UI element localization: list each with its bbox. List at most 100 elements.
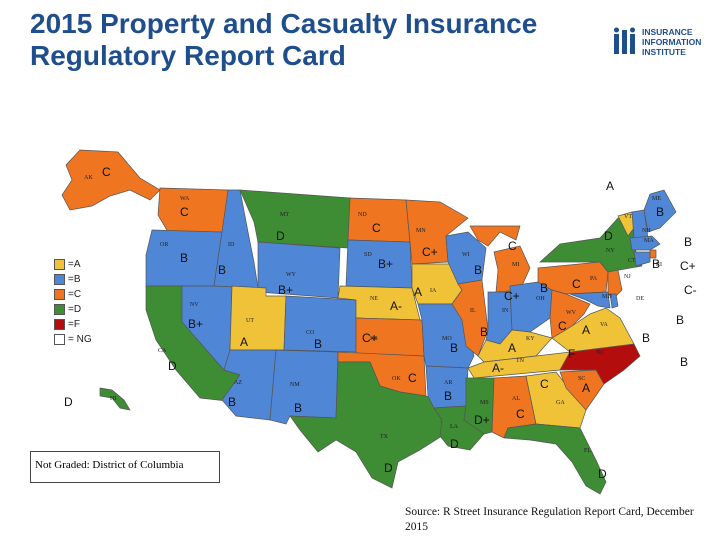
grade-ID: B	[218, 263, 226, 277]
legend-item-f: =F	[54, 317, 92, 332]
grade-KY: A-	[492, 361, 504, 375]
grade-UT: A	[240, 335, 248, 349]
svg-text:ID: ID	[228, 242, 235, 248]
logo-line-2: INFORMATION	[642, 37, 702, 47]
grade-SC: C	[540, 377, 549, 391]
svg-text:SD: SD	[364, 252, 372, 258]
legend-label-f: =F	[68, 319, 80, 330]
grade-GA: A	[582, 381, 590, 395]
svg-text:NE: NE	[370, 296, 378, 302]
legend: =A =B =C =D =F = NG	[54, 257, 92, 347]
legend-item-a: =A	[54, 257, 92, 272]
state-ND	[347, 197, 411, 243]
svg-text:DE: DE	[636, 296, 644, 302]
grade-WA: C	[180, 205, 189, 219]
grade-NJ: C-	[684, 283, 697, 297]
grade-OK: C	[408, 371, 417, 385]
legend-swatch-c	[54, 289, 65, 300]
grade-TX: D	[384, 461, 393, 475]
legend-swatch-ng	[54, 334, 65, 345]
grade-labels: C C B B D C B+ B+ B+ A B A- C+ D B B C D…	[64, 165, 697, 481]
svg-text:NY: NY	[606, 248, 615, 254]
state-GA	[525, 371, 587, 429]
svg-text:AK: AK	[84, 175, 93, 181]
legend-label-ng: = NG	[68, 334, 92, 345]
svg-text:NV: NV	[190, 302, 199, 308]
svg-text:NJ: NJ	[624, 274, 631, 280]
legend-item-c: =C	[54, 287, 92, 302]
svg-text:MI: MI	[512, 262, 519, 268]
state-MT	[239, 189, 351, 249]
grade-IL: C+	[504, 289, 520, 303]
grade-NC: F	[568, 347, 575, 361]
svg-text:TX: TX	[380, 434, 389, 440]
svg-text:OR: OR	[160, 242, 168, 248]
grade-OR: B	[180, 251, 188, 265]
grade-VT: A	[606, 179, 614, 193]
state-HI	[99, 387, 131, 411]
svg-text:PA: PA	[590, 276, 598, 282]
grade-CA: D	[168, 359, 177, 373]
legend-item-ng: = NG	[54, 332, 92, 347]
svg-text:WV: WV	[566, 310, 577, 316]
grade-LA: D	[450, 437, 459, 451]
svg-text:UT: UT	[246, 318, 254, 324]
grade-VA: A	[582, 323, 590, 337]
svg-text:CO: CO	[306, 330, 315, 336]
grade-CT: B	[676, 313, 684, 327]
grade-SD: B+	[378, 257, 393, 271]
grade-NM: B	[294, 401, 302, 415]
svg-text:NC: NC	[596, 350, 604, 356]
svg-text:AL: AL	[512, 396, 520, 402]
svg-text:OH: OH	[536, 296, 545, 302]
svg-text:RI: RI	[656, 262, 662, 268]
grade-IN: B	[480, 325, 488, 339]
svg-text:IA: IA	[430, 288, 437, 294]
grade-NH: B	[684, 235, 692, 249]
svg-text:HI: HI	[110, 396, 116, 402]
legend-item-d: =D	[54, 302, 92, 317]
svg-text:LA: LA	[450, 424, 459, 430]
page-title: 2015 Property and Casualty Insurance Reg…	[30, 8, 538, 71]
grade-NV: B+	[188, 317, 203, 331]
svg-text:IL: IL	[470, 308, 476, 314]
svg-text:KS: KS	[370, 336, 378, 342]
grade-HI: D	[64, 395, 73, 409]
state-WY	[257, 241, 341, 299]
grade-WY: B+	[278, 283, 293, 297]
state-NJ	[607, 269, 623, 301]
svg-text:WY: WY	[286, 272, 297, 278]
svg-text:AR: AR	[444, 380, 452, 386]
grade-NE: A-	[390, 299, 402, 313]
legend-item-b: =B	[54, 272, 92, 287]
grade-WI: B	[474, 263, 482, 277]
state-NM	[269, 349, 339, 425]
svg-text:MO: MO	[442, 336, 452, 342]
state-DE	[609, 293, 619, 309]
grade-MO: B	[450, 341, 458, 355]
legend-label-a: =A	[68, 259, 81, 270]
grade-NY: D	[604, 229, 613, 243]
state-AK	[61, 149, 161, 211]
grade-MD: B	[642, 331, 650, 345]
state-FL	[503, 423, 607, 495]
grade-AK: C	[102, 165, 111, 179]
grade-KS: C+	[362, 331, 378, 345]
grade-TN: A	[508, 341, 516, 355]
svg-text:CA: CA	[158, 348, 167, 354]
svg-text:WA: WA	[180, 196, 190, 202]
grade-CO: B	[314, 337, 322, 351]
state-ME	[643, 189, 677, 233]
logo-line-1: INSURANCE	[642, 27, 693, 37]
legend-swatch-b	[54, 274, 65, 285]
state-ID	[213, 189, 259, 289]
svg-text:KY: KY	[526, 336, 535, 342]
grade-ND: C	[372, 221, 381, 235]
grade-MT: D	[276, 229, 285, 243]
grade-FL: D	[598, 467, 607, 481]
grade-RI: C+	[680, 259, 696, 273]
grade-DE: B	[680, 355, 688, 369]
svg-text:OK: OK	[392, 376, 401, 382]
not-graded-note: Not Graded: District of Columbia	[30, 451, 220, 483]
